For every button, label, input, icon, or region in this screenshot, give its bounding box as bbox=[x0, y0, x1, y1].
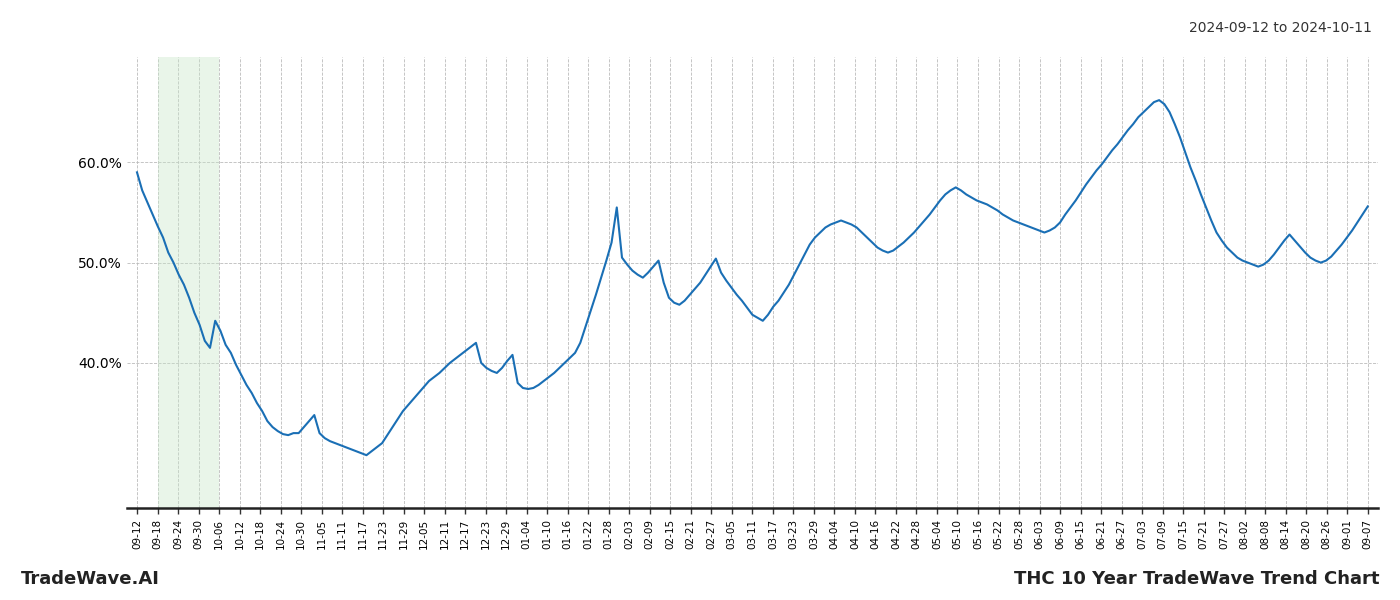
Text: THC 10 Year TradeWave Trend Chart: THC 10 Year TradeWave Trend Chart bbox=[1014, 570, 1379, 588]
Bar bbox=[158, 57, 218, 508]
Text: 2024-09-12 to 2024-10-11: 2024-09-12 to 2024-10-11 bbox=[1189, 21, 1372, 35]
Text: TradeWave.AI: TradeWave.AI bbox=[21, 570, 160, 588]
